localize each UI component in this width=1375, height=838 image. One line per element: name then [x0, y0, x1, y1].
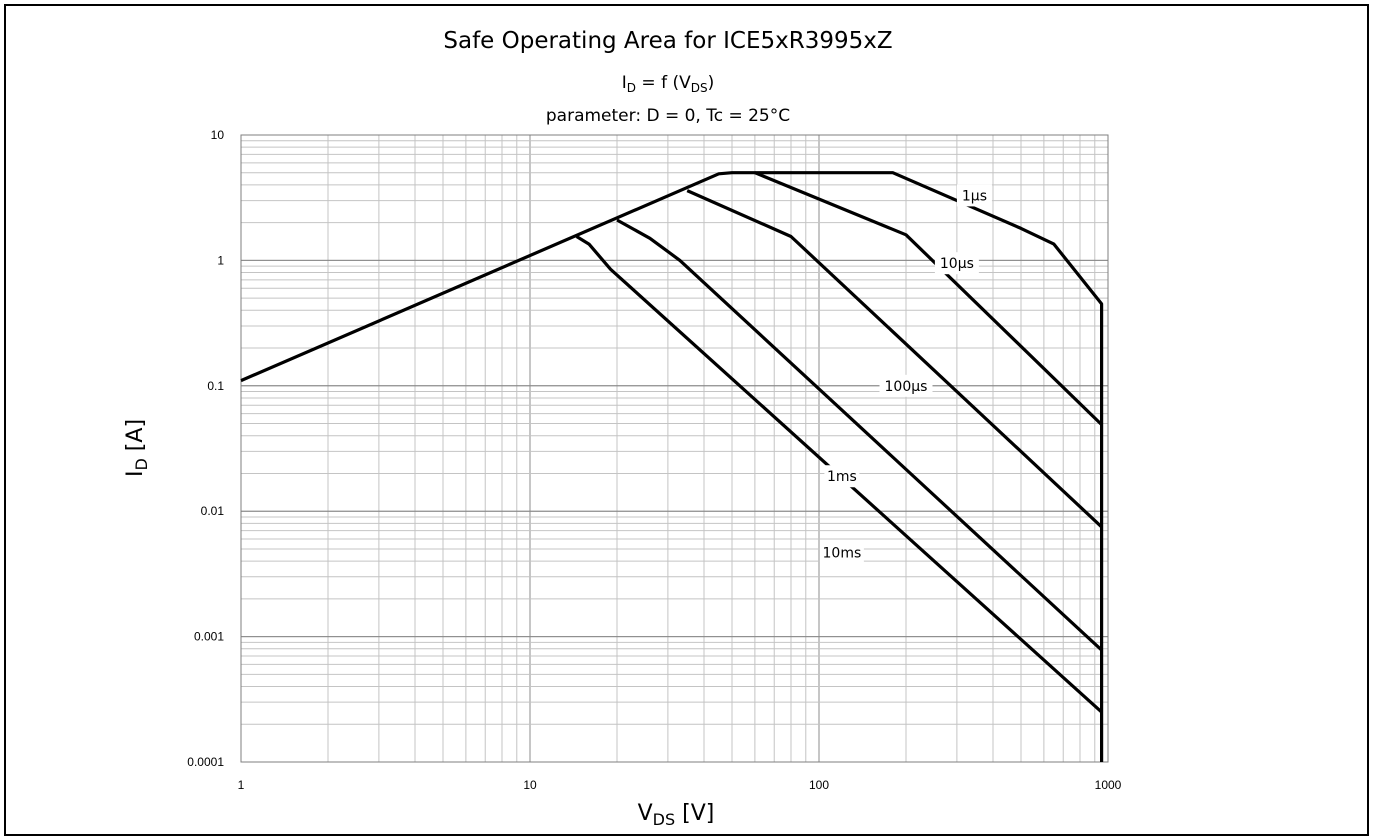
- y-tick-label: 0.1: [207, 379, 224, 393]
- x-tick-label: 1000: [1095, 778, 1122, 792]
- series-label-background: [934, 252, 979, 275]
- y-tick-label: 0.001: [194, 630, 224, 644]
- x-tick-label: 1: [238, 778, 245, 792]
- series-label-4: 1ms: [824, 465, 860, 488]
- series-label-background: [879, 374, 933, 397]
- curve-labels: 1µs 10µs 100µs 1ms 10ms: [819, 184, 992, 564]
- series-label-background: [824, 465, 860, 488]
- series-label-text: 1ms: [827, 469, 857, 485]
- series-label-2: 10µs: [934, 252, 979, 275]
- x-tick-labels: 1 10 100 1000: [238, 778, 1122, 792]
- series-label-background: [956, 184, 992, 207]
- chart-title: Safe Operating Area for ICE5xR3995xZ: [443, 28, 892, 54]
- curves: [240, 171, 1104, 762]
- series-label-background: [819, 541, 864, 564]
- y-tick-label: 0.0001: [187, 755, 224, 769]
- series-label-3: 100µs: [879, 374, 933, 397]
- series-line-3: [686, 189, 1103, 529]
- x-tick-label: 100: [809, 778, 829, 792]
- x-axis-label: VDS [V]: [638, 801, 715, 829]
- y-tick-label: 0.01: [201, 504, 225, 518]
- y-axis-label: ID [A]: [123, 419, 151, 477]
- chart-subtitle-function: ID = f (VDS): [622, 73, 714, 95]
- y-tick-label: 10: [211, 128, 225, 142]
- chart-subtitle-parameters: parameter: D = 0, Tc = 25°C: [546, 106, 790, 126]
- series-label-text: 100µs: [885, 379, 928, 395]
- series-label-5: 10ms: [819, 541, 864, 564]
- series-label-text: 1µs: [962, 188, 987, 204]
- x-tick-label: 10: [523, 778, 537, 792]
- plot-area-border: [240, 134, 1109, 763]
- series-line-4: [616, 218, 1103, 652]
- series-line-2: [754, 171, 1103, 426]
- series-line-1: [240, 171, 1104, 762]
- chart-frame: [4, 4, 1369, 836]
- series-label-text: 10ms: [823, 545, 862, 561]
- y-tick-label: 1: [217, 253, 224, 267]
- series-line-5: [575, 235, 1103, 714]
- series-label-text: 10µs: [940, 256, 974, 272]
- series-label-1: 1µs: [956, 184, 992, 207]
- grid: [240, 134, 1109, 763]
- y-tick-labels: 0.0001 0.001 0.01 0.1 1 10: [187, 128, 224, 769]
